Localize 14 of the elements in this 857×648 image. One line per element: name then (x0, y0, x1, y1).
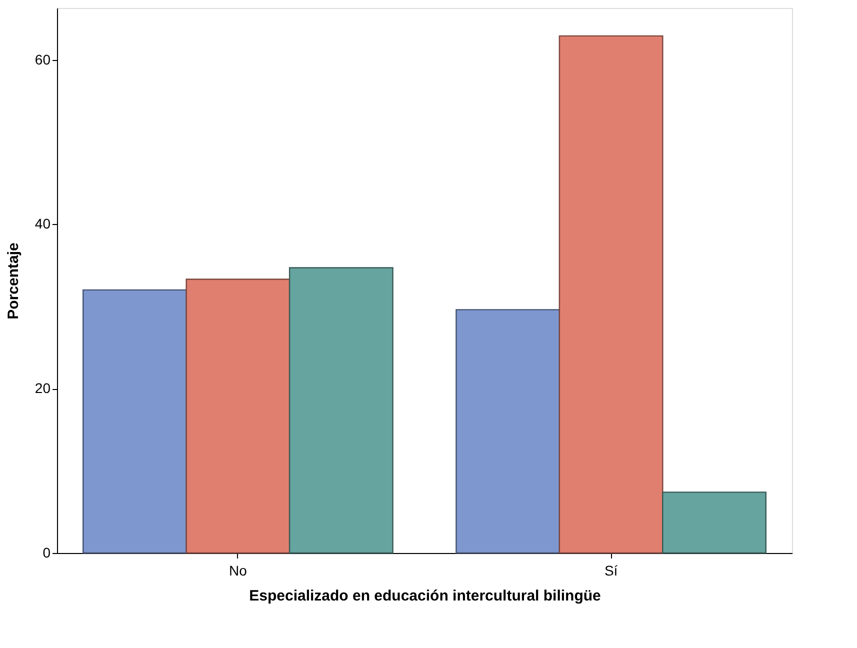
y-tick-label: 40 (34, 216, 51, 232)
bar (186, 278, 290, 554)
x-tick-label: No (229, 562, 248, 578)
bar (456, 309, 560, 554)
y-tick-label: 0 (42, 544, 51, 560)
bar (662, 492, 766, 554)
bar (288, 267, 394, 554)
y-axis-title: Porcentaje (4, 242, 22, 320)
y-tick-label: 60 (34, 51, 51, 68)
x-axis-title: Especializado en educación intercultural bilingüe (249, 588, 601, 604)
bar (82, 289, 187, 554)
x-tick-label: Sí (604, 562, 618, 578)
bar (558, 35, 664, 554)
y-tick-label: 20 (34, 380, 51, 396)
